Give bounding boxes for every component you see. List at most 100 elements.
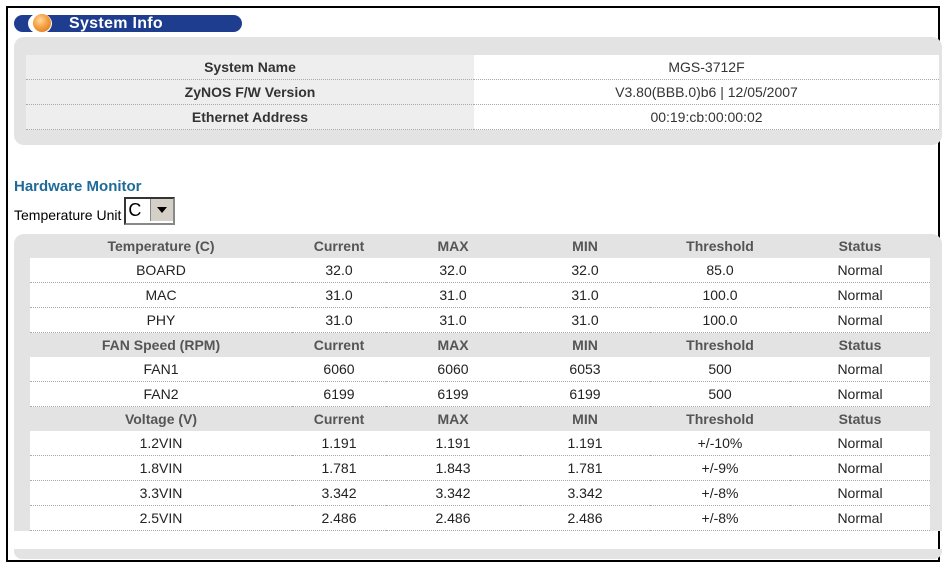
table-cell: +/-10% (650, 431, 790, 456)
table-cell: 6053 (520, 357, 650, 382)
table-cell: 6199 (386, 381, 520, 407)
table-cell: 3.342 (292, 480, 386, 506)
column-header: Current (292, 234, 386, 258)
table-cell: 1.191 (292, 431, 386, 456)
table-row: 1.8VIN 1.781 1.843 1.781 +/-9% Normal (14, 455, 942, 481)
table-row: PHY 31.0 31.0 31.0 100.0 Normal (14, 307, 942, 333)
hardware-monitor-table: Temperature (C) Current MAX MIN Threshol… (14, 234, 942, 531)
table-cell: +/-8% (650, 480, 790, 506)
table-cell: 500 (650, 357, 790, 382)
table-cell: Normal (790, 258, 930, 283)
table-cell: 32.0 (520, 258, 650, 283)
column-header: Voltage (V) (30, 406, 292, 431)
table-cell: 31.0 (386, 307, 520, 333)
chevron-down-icon (157, 207, 168, 213)
column-header: Status (790, 234, 930, 258)
table-cell: 2.486 (520, 505, 650, 531)
table-cell: FAN2 (30, 381, 292, 407)
table-cell: 31.0 (520, 307, 650, 333)
table-cell: Normal (790, 480, 930, 506)
table-cell: 85.0 (650, 258, 790, 283)
system-info-table: System Name MGS-3712F ZyNOS F/W Version … (26, 55, 939, 130)
table-row: 3.3VIN 3.342 3.342 3.342 +/-8% Normal (14, 480, 942, 506)
ethernet-address-label: Ethernet Address (26, 104, 474, 130)
column-header: Threshold (650, 406, 790, 431)
table-cell: 100.0 (650, 307, 790, 333)
table-cell: Normal (790, 357, 930, 382)
column-header: Threshold (650, 332, 790, 357)
column-header: Current (292, 406, 386, 431)
table-cell: 1.781 (520, 455, 650, 481)
system-info-row: ZyNOS F/W Version V3.80(BBB.0)b6 | 12/05… (26, 79, 939, 105)
temperature-unit-select[interactable]: C (124, 197, 176, 225)
table-cell: 1.781 (292, 455, 386, 481)
page-title: System Info (69, 15, 163, 32)
ethernet-address-value: 00:19:cb:00:00:02 (474, 104, 939, 130)
table-cell: 3.3VIN (30, 480, 292, 506)
system-info-row: Ethernet Address 00:19:cb:00:00:02 (26, 104, 939, 130)
column-header: MAX (386, 406, 520, 431)
table-row: MAC 31.0 31.0 31.0 100.0 Normal (14, 282, 942, 308)
table-cell: MAC (30, 282, 292, 308)
hardware-monitor-title: Hardware Monitor (14, 178, 142, 195)
column-header: Threshold (650, 234, 790, 258)
table-cell: 32.0 (386, 258, 520, 283)
table-cell: 6199 (292, 381, 386, 407)
column-header: MAX (386, 234, 520, 258)
table-cell: 31.0 (386, 282, 520, 308)
column-header: MAX (386, 332, 520, 357)
table-cell: 3.342 (386, 480, 520, 506)
voltage-header-row: Voltage (V) Current MAX MIN Threshold St… (14, 406, 942, 431)
system-name-label: System Name (26, 55, 474, 80)
table-cell: FAN1 (30, 357, 292, 382)
table-cell: 6199 (520, 381, 650, 407)
table-cell: 1.191 (520, 431, 650, 456)
table-cell: 500 (650, 381, 790, 407)
table-cell: +/-8% (650, 505, 790, 531)
table-cell: 31.0 (520, 282, 650, 308)
table-row: FAN1 6060 6060 6053 500 Normal (14, 357, 942, 382)
column-header: MIN (520, 406, 650, 431)
table-cell: 1.2VIN (30, 431, 292, 456)
firmware-version-value: V3.80(BBB.0)b6 | 12/05/2007 (474, 79, 939, 105)
table-cell: 1.8VIN (30, 455, 292, 481)
system-info-row: System Name MGS-3712F (26, 55, 939, 80)
hardware-table-footer (14, 549, 942, 559)
table-cell: +/-9% (650, 455, 790, 481)
table-row: FAN2 6199 6199 6199 500 Normal (14, 381, 942, 407)
table-cell: Normal (790, 307, 930, 333)
table-cell: 6060 (292, 357, 386, 382)
column-header: MIN (520, 332, 650, 357)
table-cell: Normal (790, 431, 930, 456)
temperature-unit-label: Temperature Unit (14, 207, 122, 223)
table-cell: PHY (30, 307, 292, 333)
table-cell: 6060 (386, 357, 520, 382)
column-header: Current (292, 332, 386, 357)
table-row: BOARD 32.0 32.0 32.0 85.0 Normal (14, 258, 942, 283)
table-cell: 1.191 (386, 431, 520, 456)
column-header: Status (790, 406, 930, 431)
temperature-header-row: Temperature (C) Current MAX MIN Threshol… (14, 234, 942, 258)
table-cell: 2.486 (292, 505, 386, 531)
table-cell: 31.0 (292, 282, 386, 308)
fan-header-row: FAN Speed (RPM) Current MAX MIN Threshol… (14, 332, 942, 357)
column-header: Temperature (C) (30, 234, 292, 258)
table-cell: Normal (790, 282, 930, 308)
table-cell: 2.5VIN (30, 505, 292, 531)
table-row: 1.2VIN 1.191 1.191 1.191 +/-10% Normal (14, 431, 942, 456)
dropdown-arrow-button[interactable] (150, 199, 174, 221)
temperature-unit-value: C (128, 200, 142, 220)
table-cell: 3.342 (520, 480, 650, 506)
table-row: 2.5VIN 2.486 2.486 2.486 +/-8% Normal (14, 505, 942, 531)
section-title-tab: System Info (14, 12, 242, 34)
table-cell: Normal (790, 455, 930, 481)
table-cell: 31.0 (292, 307, 386, 333)
column-header: Status (790, 332, 930, 357)
table-cell: 100.0 (650, 282, 790, 308)
table-cell: Normal (790, 505, 930, 531)
orange-orb-icon (33, 14, 51, 32)
firmware-version-label: ZyNOS F/W Version (26, 79, 474, 105)
table-cell: BOARD (30, 258, 292, 283)
table-cell: 32.0 (292, 258, 386, 283)
system-name-value: MGS-3712F (474, 55, 939, 80)
